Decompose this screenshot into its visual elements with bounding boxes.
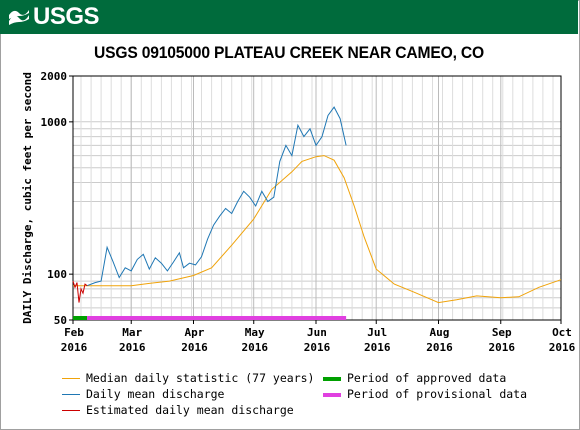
legend-swatch-approved: [323, 376, 341, 381]
y-tick-label: 1000: [41, 116, 68, 129]
x-tick-label-year: 2016: [119, 341, 146, 354]
period-bar-approved: [73, 316, 88, 320]
x-tick-label-month: Oct: [552, 326, 572, 339]
chart-title: USGS 09105000 PLATEAU CREEK NEAR CAMEO, …: [93, 43, 485, 62]
period-bar-provisional: [87, 316, 347, 320]
y-tick-label: 100: [47, 268, 67, 281]
legend-swatch-estimated: [62, 410, 80, 411]
legend-swatch-daily-mean: [62, 394, 80, 395]
x-tick-label-year: 2016: [364, 341, 391, 354]
y-tick-label: 50: [54, 314, 67, 327]
y-tick-label: 2000: [41, 70, 68, 83]
legend-item-estimated: Estimated daily mean discharge: [62, 403, 294, 418]
legend-label-estimated: Estimated daily mean discharge: [86, 403, 294, 417]
x-tick-label-year: 2016: [489, 341, 516, 354]
legend-swatch-provisional: [323, 392, 341, 397]
legend-swatch-median: [62, 378, 80, 379]
legend-label-approved: Period of approved data: [347, 371, 507, 385]
usgs-wave-icon: [9, 10, 29, 25]
x-tick-label-month: Mar: [122, 326, 142, 339]
x-tick-label-month: Jun: [307, 326, 327, 339]
series-line-median: [73, 155, 562, 304]
x-tick-label-year: 2016: [549, 341, 576, 354]
x-tick-label-month: Sep: [492, 326, 512, 339]
usgs-logo[interactable]: USGS: [8, 3, 100, 30]
x-tick-label-year: 2016: [61, 341, 88, 354]
legend-item-daily-mean: Daily mean discharge: [62, 387, 224, 402]
legend-label-median: Median daily statistic (77 years): [86, 371, 315, 385]
legend-item-median: Median daily statistic (77 years): [62, 371, 314, 386]
x-tick-label-month: Feb: [64, 326, 84, 339]
x-tick-label-year: 2016: [241, 341, 268, 354]
legend-item-provisional: Period of provisional data: [323, 387, 527, 402]
usgs-header-bar: USGS: [0, 0, 578, 34]
x-axis-ticks: Feb 2016 Mar 2016 Apr 2016 May 2016 Jun 2016 Jul 20…: [61, 320, 576, 354]
legend-item-approved: Period of approved data: [323, 371, 506, 386]
period-bars: [73, 316, 347, 320]
x-tick-label-month: Aug: [430, 326, 450, 339]
series-line-estimated: [72, 280, 88, 303]
y-axis-ticks: 50 100 1000 2000: [41, 70, 73, 327]
legend-label-daily-mean: Daily mean discharge: [86, 387, 225, 401]
legend-label-provisional: Period of provisional data: [347, 387, 528, 401]
x-tick-label-year: 2016: [304, 341, 331, 354]
x-tick-label-month: May: [245, 326, 265, 339]
y-axis-label: DAILY Discharge, cubic feet per second: [21, 72, 34, 324]
x-tick-label-year: 2016: [181, 341, 208, 354]
x-tick-label-month: Jul: [367, 326, 387, 339]
x-tick-label-year: 2016: [426, 341, 453, 354]
x-tick-label-month: Apr: [185, 326, 205, 339]
series-lines: [72, 106, 562, 304]
series-line-daily-mean: [86, 106, 347, 287]
usgs-logo-text: USGS: [33, 3, 100, 30]
chart-grid: [72, 75, 562, 321]
